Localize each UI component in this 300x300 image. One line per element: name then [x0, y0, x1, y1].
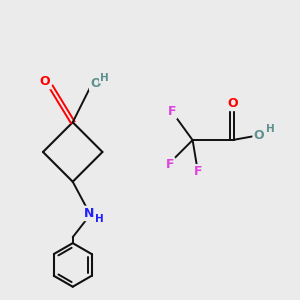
Text: O: O — [40, 75, 50, 88]
Text: F: F — [166, 158, 174, 171]
Text: O: O — [227, 97, 238, 110]
Text: F: F — [167, 105, 176, 118]
Text: H: H — [266, 124, 275, 134]
Text: F: F — [194, 165, 203, 178]
Text: H: H — [100, 73, 109, 83]
Text: O: O — [254, 129, 264, 142]
Text: O: O — [90, 77, 101, 90]
Text: N: N — [83, 207, 94, 220]
Text: H: H — [95, 214, 104, 224]
